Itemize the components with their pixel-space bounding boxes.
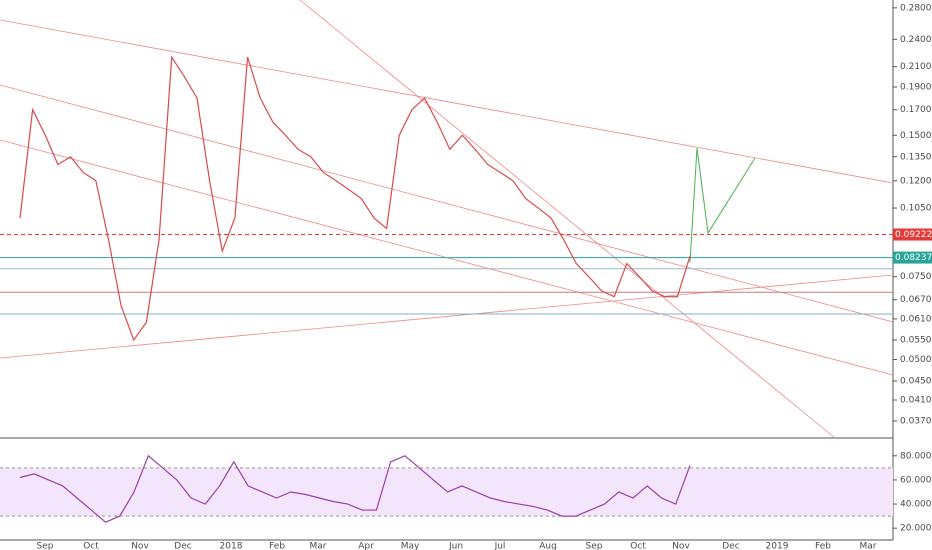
y-tick-label: 0.21000000: [900, 62, 932, 72]
y-tick-label: 0.12000000: [900, 176, 932, 186]
y-tick-label: 0.15000000: [900, 131, 932, 141]
x-tick-label: Dec: [722, 542, 739, 550]
y-tick-label: 0.05500000: [900, 336, 932, 346]
y-tick-label: 80.0000: [900, 451, 932, 461]
y-tick-label: 0.04500000: [900, 376, 932, 386]
rsi-band: [0, 467, 893, 517]
y-tick-label: 0.10500000: [900, 204, 932, 214]
y-tick-label: 0.03700000: [900, 416, 932, 426]
x-tick-label: Oct: [630, 542, 646, 550]
projection-arrow: [689, 147, 756, 263]
y-tick-label: 40.0000: [900, 500, 932, 510]
x-tick-label: Oct: [83, 542, 99, 550]
y-tick-label: 0.06700000: [900, 295, 932, 305]
y-tick-label: 0.04100000: [900, 395, 932, 405]
y-tick-label: 0.19000000: [900, 83, 932, 93]
series-line: [19, 55, 691, 342]
y-tick-label: 0.13500000: [900, 152, 932, 162]
y-tick-label: 0.17000000: [900, 105, 932, 115]
x-tick-label: Jun: [448, 542, 463, 550]
x-tick-label: Feb: [815, 542, 831, 550]
x-tick-label: Nov: [672, 542, 690, 550]
series-line: [19, 454, 691, 523]
level-tag: [893, 228, 932, 241]
x-tick-label: Feb: [269, 542, 285, 550]
y-tick-label: 0.06100000: [900, 314, 932, 324]
x-tick-label: 2019: [766, 542, 789, 550]
y-tick-label: 60.0000: [900, 475, 932, 485]
y-tick-label: 0.05000000: [900, 355, 932, 365]
x-tick-label: Apr: [358, 542, 374, 550]
y-tick-label: 0.28000000: [900, 3, 932, 13]
level-tag: [893, 251, 932, 264]
y-tick-label: 0.24000000: [900, 35, 932, 45]
x-tick-label: Sep: [37, 542, 54, 550]
x-tick-label: Dec: [174, 542, 191, 550]
x-tick-label: Mar: [860, 542, 877, 550]
x-tick-label: Mar: [310, 542, 327, 550]
y-tick-label: 0.07500000: [900, 272, 932, 282]
x-tick-label: Aug: [539, 542, 557, 550]
level-label: 0.09222966: [895, 230, 932, 240]
x-tick-label: Sep: [586, 542, 603, 550]
level-label: 0.08237823: [895, 253, 932, 263]
x-tick-label: Nov: [131, 542, 149, 550]
x-tick-label: May: [401, 542, 420, 550]
x-tick-label: Jul: [494, 542, 506, 550]
x-tick-label: 2018: [220, 542, 243, 550]
y-tick-label: 20.0000: [900, 524, 932, 534]
